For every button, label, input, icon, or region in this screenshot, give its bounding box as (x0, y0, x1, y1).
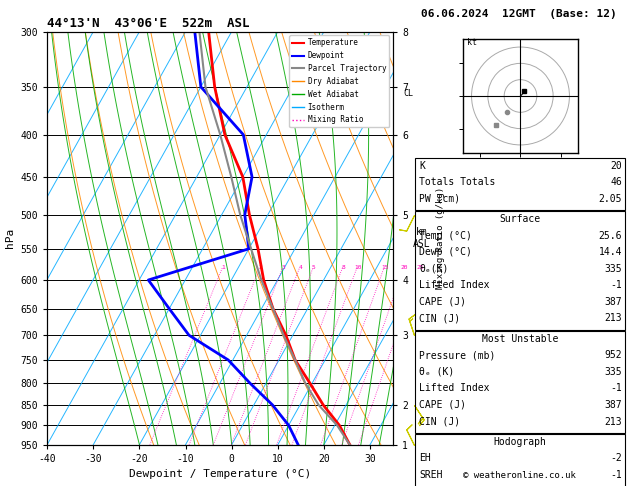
Text: Pressure (mb): Pressure (mb) (419, 350, 495, 361)
Text: Dewp (°C): Dewp (°C) (419, 247, 472, 258)
Text: © weatheronline.co.uk: © weatheronline.co.uk (464, 471, 576, 480)
Text: 46: 46 (610, 177, 622, 188)
Text: 387: 387 (604, 400, 622, 410)
Text: 4: 4 (299, 264, 303, 270)
Text: -1: -1 (610, 280, 622, 291)
Text: 8: 8 (342, 264, 345, 270)
Y-axis label: km
ASL: km ASL (413, 227, 431, 249)
Text: 10: 10 (354, 264, 362, 270)
Text: θₑ (K): θₑ (K) (419, 367, 454, 377)
Text: Totals Totals: Totals Totals (419, 177, 495, 188)
Text: 20: 20 (401, 264, 408, 270)
Text: Lifted Index: Lifted Index (419, 383, 489, 394)
Text: θₑ(K): θₑ(K) (419, 264, 448, 274)
Text: CAPE (J): CAPE (J) (419, 400, 466, 410)
Text: CIN (J): CIN (J) (419, 417, 460, 427)
Text: 213: 213 (604, 313, 622, 324)
Text: 1: 1 (221, 264, 225, 270)
Text: Temp (°C): Temp (°C) (419, 231, 472, 241)
Text: SREH: SREH (419, 470, 442, 480)
Text: -1: -1 (610, 383, 622, 394)
Text: 15: 15 (381, 264, 389, 270)
Text: kt: kt (467, 38, 477, 48)
Legend: Temperature, Dewpoint, Parcel Trajectory, Dry Adiabat, Wet Adiabat, Isotherm, Mi: Temperature, Dewpoint, Parcel Trajectory… (289, 35, 389, 127)
Text: 5: 5 (312, 264, 316, 270)
Text: 2.05: 2.05 (599, 194, 622, 204)
Text: Surface: Surface (499, 214, 540, 225)
Text: -2: -2 (610, 453, 622, 464)
Text: 2: 2 (259, 264, 262, 270)
Text: 44°13'N  43°06'E  522m  ASL: 44°13'N 43°06'E 522m ASL (47, 17, 250, 31)
Text: Lifted Index: Lifted Index (419, 280, 489, 291)
Text: 3: 3 (282, 264, 286, 270)
Text: CAPE (J): CAPE (J) (419, 297, 466, 307)
Text: CIN (J): CIN (J) (419, 313, 460, 324)
Text: 213: 213 (604, 417, 622, 427)
Text: -1: -1 (610, 470, 622, 480)
Text: CL: CL (404, 88, 413, 98)
Text: 387: 387 (604, 297, 622, 307)
Text: 20: 20 (610, 161, 622, 171)
Text: Hodograph: Hodograph (493, 437, 547, 447)
Text: PW (cm): PW (cm) (419, 194, 460, 204)
Text: 952: 952 (604, 350, 622, 361)
Text: EH: EH (419, 453, 431, 464)
Text: Mixing Ratio (g/kg): Mixing Ratio (g/kg) (436, 187, 445, 289)
Text: 25: 25 (417, 264, 424, 270)
Text: 25.6: 25.6 (599, 231, 622, 241)
Text: 06.06.2024  12GMT  (Base: 12): 06.06.2024 12GMT (Base: 12) (421, 9, 617, 19)
X-axis label: Dewpoint / Temperature (°C): Dewpoint / Temperature (°C) (129, 469, 311, 479)
Text: 335: 335 (604, 264, 622, 274)
Text: 14.4: 14.4 (599, 247, 622, 258)
Text: 335: 335 (604, 367, 622, 377)
Text: Most Unstable: Most Unstable (482, 334, 558, 344)
Y-axis label: hPa: hPa (5, 228, 15, 248)
Text: K: K (419, 161, 425, 171)
